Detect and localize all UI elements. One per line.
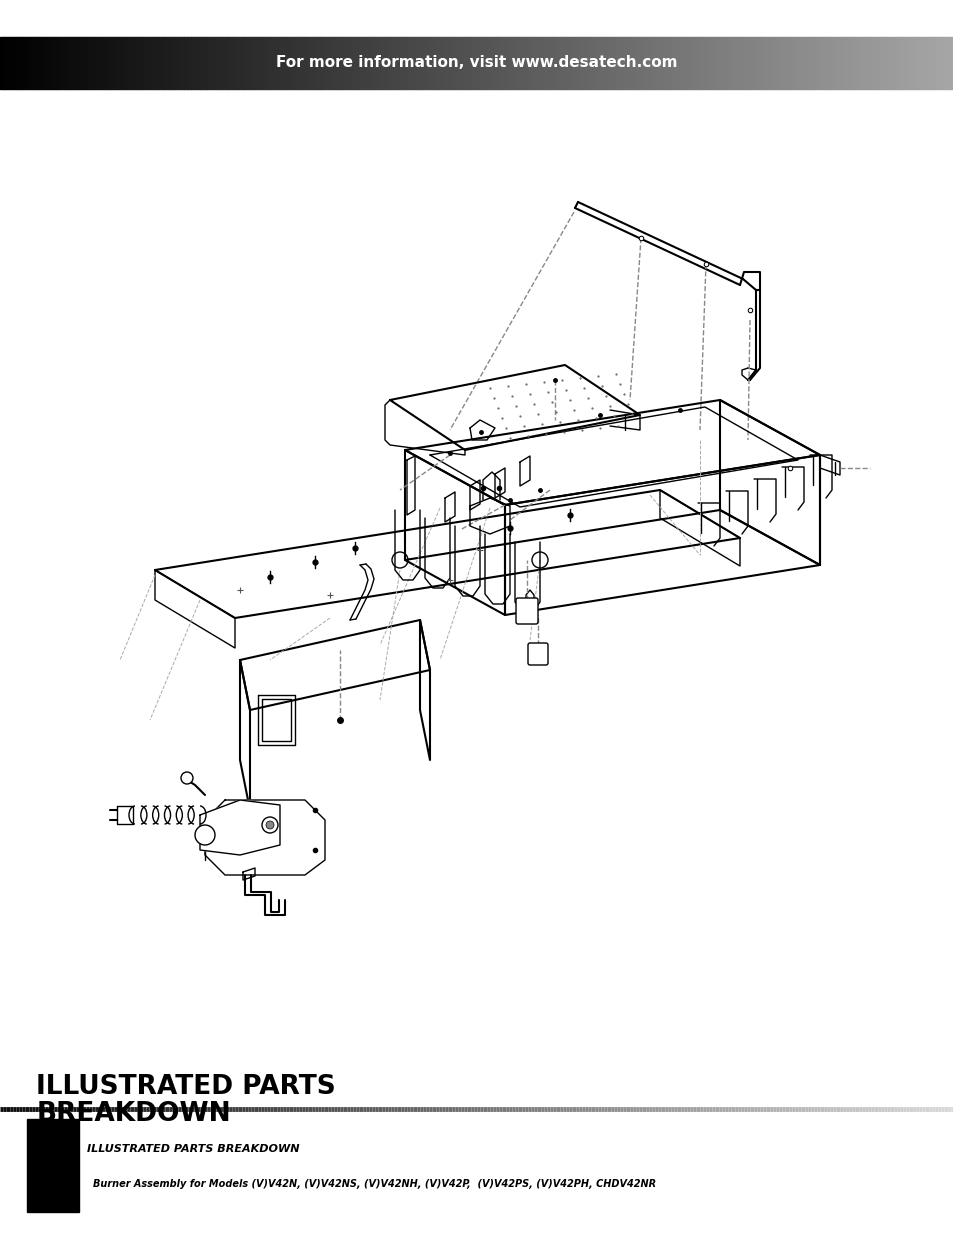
Polygon shape xyxy=(419,620,430,760)
Polygon shape xyxy=(405,400,820,505)
Circle shape xyxy=(181,772,193,784)
FancyBboxPatch shape xyxy=(527,643,547,664)
Text: Burner Assembly for Models (V)V42N, (V)V42NS, (V)V42NH, (V)V42P,  (V)V42PS, (V)V: Burner Assembly for Models (V)V42N, (V)V… xyxy=(93,1178,656,1189)
Circle shape xyxy=(194,825,214,845)
Polygon shape xyxy=(154,490,740,618)
Polygon shape xyxy=(205,800,325,876)
Bar xyxy=(27,1119,79,1212)
Polygon shape xyxy=(200,800,280,855)
Polygon shape xyxy=(504,454,820,615)
Polygon shape xyxy=(390,366,639,450)
Text: ILLUSTRATED PARTS
BREAKDOWN: ILLUSTRATED PARTS BREAKDOWN xyxy=(36,1074,335,1128)
FancyBboxPatch shape xyxy=(516,598,537,624)
Circle shape xyxy=(262,818,277,832)
Polygon shape xyxy=(405,450,504,615)
Text: For more information, visit www.desatech.com: For more information, visit www.desatech… xyxy=(276,56,677,70)
Polygon shape xyxy=(240,620,430,710)
Text: ILLUSTRATED PARTS BREAKDOWN: ILLUSTRATED PARTS BREAKDOWN xyxy=(87,1144,299,1153)
Polygon shape xyxy=(240,659,250,810)
Polygon shape xyxy=(720,400,820,564)
Circle shape xyxy=(266,821,274,829)
